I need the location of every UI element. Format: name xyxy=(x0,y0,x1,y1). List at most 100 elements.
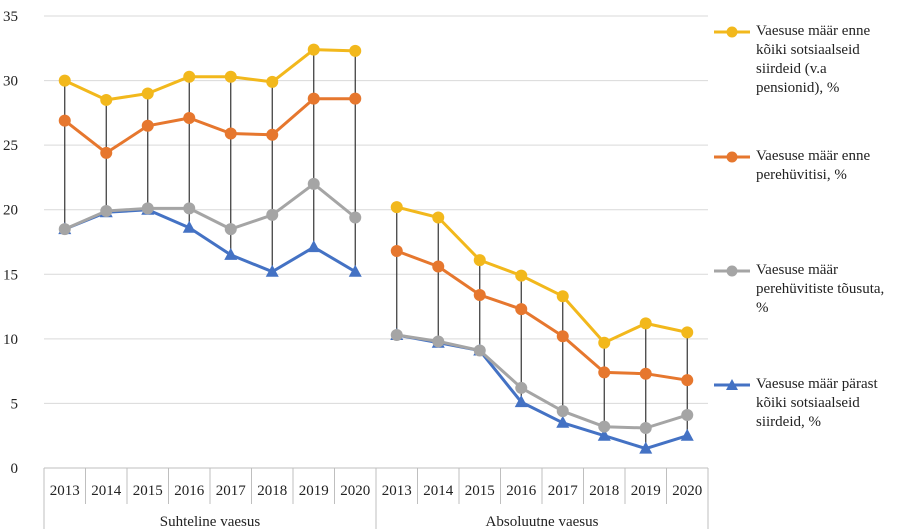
series-circle xyxy=(58,43,694,349)
x-group-label: Absoluutne vaesus xyxy=(486,514,599,529)
x-tick-label: 2016 xyxy=(506,483,537,499)
data-point-circle xyxy=(681,374,694,387)
x-tick-label: 2015 xyxy=(133,483,163,499)
data-point-circle xyxy=(266,75,279,88)
data-point-circle xyxy=(598,336,611,349)
y-tick-label: 15 xyxy=(3,267,18,283)
data-point-circle xyxy=(515,381,528,394)
data-point-circle xyxy=(58,114,71,127)
drop-lines xyxy=(64,49,688,449)
data-point-triangle xyxy=(224,247,238,260)
data-point-circle xyxy=(473,288,486,301)
y-tick-label: 30 xyxy=(3,74,18,90)
data-point-triangle xyxy=(182,220,196,233)
x-tick-label: 2019 xyxy=(631,483,661,499)
series-line xyxy=(64,182,357,231)
data-point-circle xyxy=(266,128,279,141)
legend-swatch-triangle-icon xyxy=(714,379,750,390)
data-point-circle xyxy=(432,211,445,224)
data-point-circle xyxy=(183,112,196,125)
y-tick-label: 0 xyxy=(11,461,19,477)
data-point-circle xyxy=(58,74,71,87)
series-circle xyxy=(58,92,694,387)
data-point-circle xyxy=(349,44,362,57)
data-point-circle xyxy=(681,326,694,339)
legend-item-series-3[interactable]: Vaesuse määr perehüvitiste tõusuta, % xyxy=(712,261,897,321)
x-tick-label: 2018 xyxy=(257,483,287,499)
legend-item-series-1[interactable]: Vaesuse määr enne kõiki sotsiaalseid sii… xyxy=(712,22,897,112)
data-point-circle xyxy=(141,202,154,215)
y-tick-label: 20 xyxy=(3,203,18,219)
x-tick-label: 2019 xyxy=(299,483,329,499)
data-point-circle xyxy=(390,201,403,214)
series-line xyxy=(64,48,356,102)
series-layer xyxy=(58,43,694,454)
x-tick-label: 2014 xyxy=(423,483,454,499)
series-circle xyxy=(58,177,694,434)
legend-label: Vaesuse määr enne perehüvitisi, % xyxy=(756,148,871,183)
y-tick-label: 25 xyxy=(3,138,18,154)
data-point-circle xyxy=(515,303,528,316)
x-tick-label: 2018 xyxy=(589,483,619,499)
data-point-circle xyxy=(639,421,652,434)
x-tick-label: 2014 xyxy=(91,483,122,499)
data-point-triangle xyxy=(265,264,279,277)
data-point-circle xyxy=(224,223,237,236)
data-point-circle xyxy=(349,211,362,224)
data-point-circle xyxy=(390,328,403,341)
series-line xyxy=(396,205,688,345)
data-point-circle xyxy=(307,177,320,190)
data-point-circle xyxy=(432,335,445,348)
legend-swatch-circle-icon xyxy=(714,265,750,277)
data-point-circle xyxy=(598,420,611,433)
x-group-label: Suhteline vaesus xyxy=(160,514,261,529)
data-point-circle xyxy=(681,409,694,422)
data-point-triangle xyxy=(348,264,362,277)
data-point-circle xyxy=(473,344,486,357)
y-tick-label: 5 xyxy=(11,396,19,412)
x-tick-label: 2013 xyxy=(382,483,412,499)
data-point-circle xyxy=(141,119,154,132)
data-point-circle xyxy=(183,202,196,215)
data-point-circle xyxy=(473,254,486,267)
legend-label: Vaesuse määr perehüvitiste tõusuta, % xyxy=(756,262,885,316)
data-point-triangle xyxy=(680,428,694,441)
legend-swatch-circle-icon xyxy=(714,26,750,38)
data-point-triangle xyxy=(597,428,611,441)
data-point-circle xyxy=(183,70,196,83)
legend: Vaesuse määr enne kõiki sotsiaalseid sii… xyxy=(712,0,897,529)
y-tick-label: 10 xyxy=(3,332,18,348)
data-point-circle xyxy=(556,290,569,303)
x-axis: 2013 2014 2015 2016 2017 2018 2019 2020 Suhtelin… xyxy=(43,467,709,529)
data-point-circle xyxy=(100,93,113,106)
data-point-circle xyxy=(556,405,569,418)
data-point-circle xyxy=(100,146,113,159)
legend-swatch-circle-icon xyxy=(714,151,750,163)
data-point-circle xyxy=(307,92,320,105)
data-point-circle xyxy=(639,317,652,330)
data-point-circle xyxy=(390,245,403,258)
data-point-triangle xyxy=(639,441,653,454)
legend-item-series-2[interactable]: Vaesuse määr enne perehüvitisi, % xyxy=(712,147,897,192)
data-point-triangle xyxy=(307,240,321,253)
data-point-circle xyxy=(556,330,569,343)
x-tick-label: 2020 xyxy=(340,483,370,499)
data-point-circle xyxy=(224,70,237,83)
y-tick-label: 35 xyxy=(3,9,18,25)
data-point-circle xyxy=(266,208,279,221)
data-point-circle xyxy=(349,92,362,105)
data-point-circle xyxy=(58,223,71,236)
series-line xyxy=(396,249,688,382)
series-triangle xyxy=(58,202,694,454)
x-tick-label: 2020 xyxy=(672,483,702,499)
data-point-circle xyxy=(307,43,320,56)
legend-label: Vaesuse määr enne kõiki sotsiaalseid sii… xyxy=(756,23,871,96)
data-point-circle xyxy=(141,87,154,100)
data-point-circle xyxy=(639,367,652,380)
data-point-circle xyxy=(515,269,528,282)
data-point-triangle xyxy=(556,415,570,428)
legend-label: Vaesuse määr pärast kõiki sotsiaalseid s… xyxy=(756,376,878,430)
x-tick-label: 2017 xyxy=(216,483,247,499)
legend-item-series-4[interactable]: Vaesuse määr pärast kõiki sotsiaalseid s… xyxy=(712,375,897,455)
